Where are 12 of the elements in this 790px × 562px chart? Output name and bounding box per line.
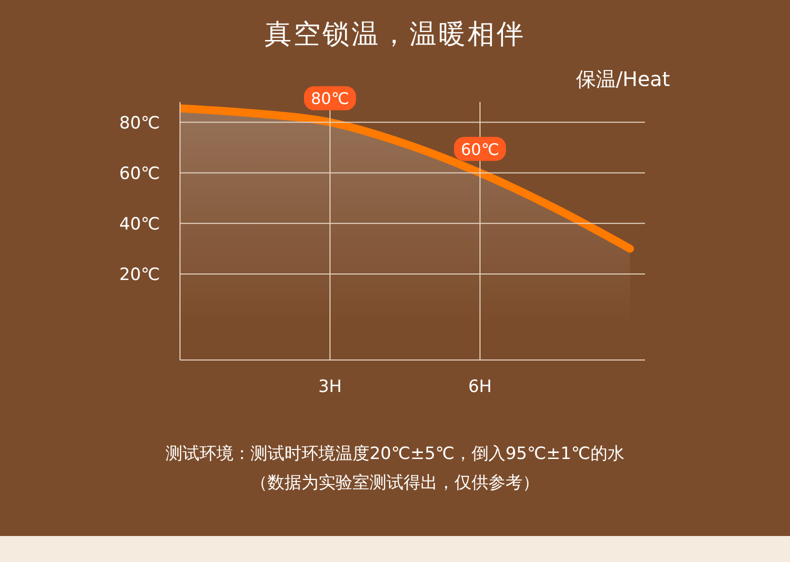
annotation: 60℃ (460, 140, 500, 159)
y-tick-label: 80℃ (119, 113, 160, 134)
chart-title: 真空锁温，温暖相伴 (264, 18, 526, 52)
y-tick-label: 40℃ (119, 214, 160, 234)
y-axis-title: 保温/Heat (574, 66, 670, 93)
x-tick-label: 3H (318, 377, 342, 398)
y-tick-label: 60℃ (119, 164, 160, 184)
annotation: 80℃ (310, 89, 350, 108)
x-tick-label: 6H (468, 377, 492, 398)
y-tick-label: 20℃ (119, 265, 160, 286)
text: （数据为实验室测试得出，仅供参考） (250, 472, 540, 494)
text: 测试环境：测试时环境温度20℃±5℃，倒入95℃±1℃的水 (164, 443, 626, 465)
